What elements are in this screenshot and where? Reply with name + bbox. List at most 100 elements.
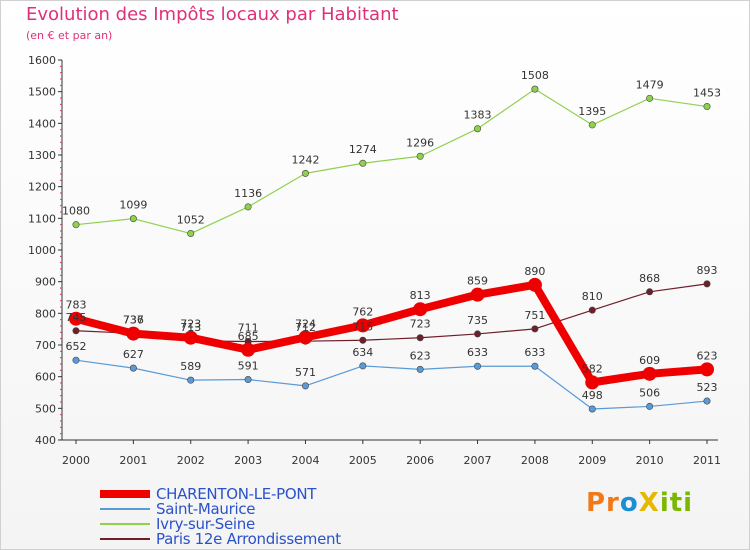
data-label-charenton-le-pont: 890 (524, 265, 545, 278)
data-label-charenton-le-pont: 724 (295, 317, 316, 330)
data-label-saint-maurice: 589 (180, 360, 201, 373)
legend-item: CHARENTON-LE-PONT (100, 485, 317, 503)
data-point-charenton-le-pont (700, 362, 714, 377)
data-point-ivry-sur-seine (531, 85, 539, 93)
data-label-paris-12e-arrondissement: 711 (238, 322, 259, 335)
data-label-saint-maurice: 571 (295, 366, 316, 379)
data-point-saint-maurice (129, 364, 137, 372)
data-label-paris-12e-arrondissement: 713 (180, 321, 201, 334)
data-point-ivry-sur-seine (129, 215, 137, 223)
data-point-ivry-sur-seine (244, 203, 252, 211)
data-point-charenton-le-pont (470, 287, 485, 302)
y-tick-label: 700 (35, 339, 56, 352)
legend-swatch (100, 538, 150, 540)
data-label-charenton-le-pont: 723 (180, 318, 201, 331)
data-point-saint-maurice (244, 376, 252, 384)
x-tick-label: 2010 (636, 454, 664, 467)
data-label-saint-maurice: 523 (697, 381, 718, 394)
data-point-charenton-le-pont (355, 318, 370, 333)
data-point-charenton-le-pont (241, 342, 256, 357)
legend-item: Saint-Maurice (100, 500, 256, 518)
data-point-paris-12e-arrondissement (531, 325, 539, 333)
legend-label: Paris 12e Arrondissement (156, 530, 341, 548)
x-tick-label: 2004 (291, 454, 319, 467)
data-label-paris-12e-arrondissement: 712 (295, 321, 316, 334)
data-point-saint-maurice (703, 397, 711, 405)
data-point-ivry-sur-seine (416, 152, 424, 160)
y-tick-label: 1000 (28, 244, 56, 257)
x-tick-label: 2002 (177, 454, 205, 467)
data-label-charenton-le-pont: 783 (66, 299, 87, 312)
data-point-saint-maurice (646, 402, 654, 410)
data-label-saint-maurice: 591 (238, 360, 259, 373)
data-point-paris-12e-arrondissement (703, 280, 711, 288)
x-tick-label: 2003 (234, 454, 262, 467)
x-tick-label: 2008 (521, 454, 549, 467)
data-point-ivry-sur-seine (187, 230, 195, 238)
data-point-ivry-sur-seine (72, 221, 80, 229)
data-label-saint-maurice: 633 (524, 346, 545, 359)
data-point-charenton-le-pont (183, 330, 198, 345)
data-label-charenton-le-pont: 813 (410, 289, 431, 302)
data-label-saint-maurice: 627 (123, 348, 144, 361)
legend-swatch (100, 523, 150, 525)
data-point-ivry-sur-seine (474, 125, 482, 133)
data-point-charenton-le-pont (69, 311, 83, 326)
data-label-saint-maurice: 623 (410, 349, 431, 362)
data-point-paris-12e-arrondissement (474, 330, 482, 338)
y-tick-label: 1100 (28, 212, 56, 225)
data-point-saint-maurice (187, 376, 195, 384)
y-tick-label: 500 (35, 402, 56, 415)
data-label-ivry-sur-seine: 1136 (234, 187, 262, 200)
data-point-saint-maurice (72, 356, 80, 364)
data-point-charenton-le-pont (642, 366, 657, 381)
data-point-charenton-le-pont (585, 375, 600, 390)
data-point-paris-12e-arrondissement (359, 336, 367, 344)
data-label-ivry-sur-seine: 1453 (693, 87, 721, 100)
y-tick-label: 1200 (28, 181, 56, 194)
data-label-charenton-le-pont: 859 (467, 275, 488, 288)
data-point-ivry-sur-seine (359, 159, 367, 167)
data-point-saint-maurice (359, 362, 367, 370)
data-label-paris-12e-arrondissement: 723 (410, 318, 431, 331)
data-label-paris-12e-arrondissement: 737 (123, 313, 144, 326)
data-label-ivry-sur-seine: 1479 (636, 78, 664, 91)
x-tick-label: 2011 (693, 454, 721, 467)
x-tick-label: 2000 (62, 454, 90, 467)
data-label-charenton-le-pont: 736 (123, 314, 144, 327)
data-label-paris-12e-arrondissement: 715 (352, 320, 373, 333)
data-point-paris-12e-arrondissement (646, 288, 654, 296)
data-point-ivry-sur-seine (646, 94, 654, 102)
legend-label: CHARENTON-LE-PONT (156, 485, 317, 503)
data-label-ivry-sur-seine: 1383 (464, 109, 492, 122)
y-tick-label: 900 (35, 276, 56, 289)
series-line-ivry-sur-seine (75, 88, 708, 235)
data-label-charenton-le-pont: 609 (639, 354, 660, 367)
data-point-saint-maurice (301, 382, 309, 390)
data-label-charenton-le-pont: 582 (582, 362, 603, 375)
data-label-ivry-sur-seine: 1296 (406, 136, 434, 149)
proxiti-logo: ProXiti (586, 488, 694, 518)
y-tick-label: 400 (35, 434, 56, 447)
data-label-ivry-sur-seine: 1508 (521, 69, 549, 82)
x-tick-label: 2007 (464, 454, 492, 467)
data-label-charenton-le-pont: 623 (697, 349, 718, 362)
data-point-saint-maurice (416, 365, 424, 373)
chart-title: Evolution des Impôts locaux par Habitant (26, 4, 399, 25)
data-point-saint-maurice (588, 405, 596, 413)
data-point-paris-12e-arrondissement (588, 306, 596, 314)
data-label-saint-maurice: 634 (352, 346, 373, 359)
data-label-paris-12e-arrondissement: 751 (524, 309, 545, 322)
data-point-ivry-sur-seine (588, 121, 596, 129)
data-label-ivry-sur-seine: 1080 (62, 205, 90, 218)
data-point-paris-12e-arrondissement (72, 327, 80, 335)
data-label-saint-maurice: 652 (66, 340, 87, 353)
y-tick-label: 1500 (28, 86, 56, 99)
data-point-charenton-le-pont (298, 330, 313, 345)
y-tick-label: 1300 (28, 149, 56, 162)
data-point-saint-maurice (474, 362, 482, 370)
data-label-paris-12e-arrondissement: 868 (639, 272, 660, 285)
data-label-ivry-sur-seine: 1052 (177, 214, 205, 227)
